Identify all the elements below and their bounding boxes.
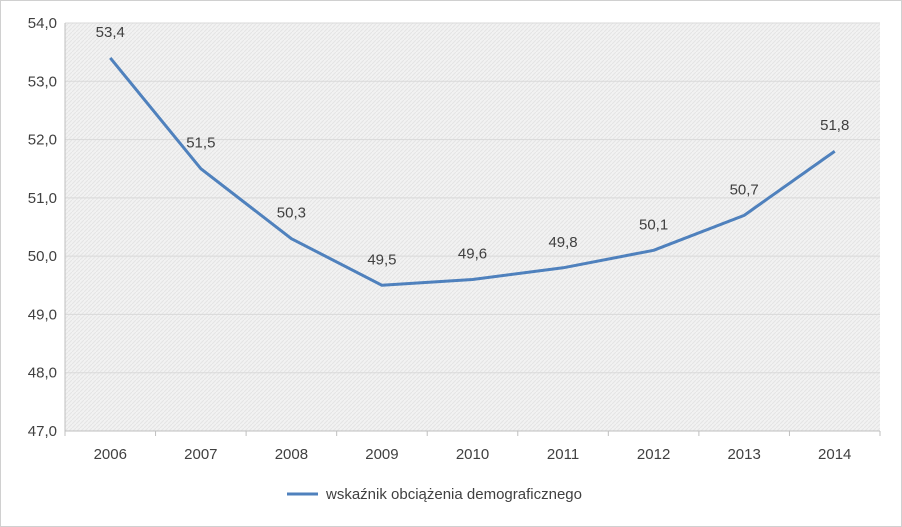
data-label: 51,5 <box>186 135 215 152</box>
x-tick-label: 2012 <box>637 446 670 463</box>
y-tick-label: 54,0 <box>28 15 57 32</box>
data-label: 49,8 <box>548 234 577 251</box>
x-tick-label: 2010 <box>456 446 489 463</box>
series-line <box>109 57 836 287</box>
x-tick-label: 2009 <box>365 446 398 463</box>
y-tick-label: 49,0 <box>28 306 57 323</box>
y-axis: 47,0 48,0 49,0 50,0 51,0 52,0 53,0 54,0 <box>28 15 880 440</box>
x-tick-label: 2007 <box>184 446 217 463</box>
data-label: 49,5 <box>367 251 396 268</box>
legend-label: wskaźnik obciążenia demograficznego <box>325 486 582 503</box>
y-tick-label: 50,0 <box>28 248 57 265</box>
y-tick-label: 53,0 <box>28 73 57 90</box>
data-label: 50,1 <box>639 216 668 233</box>
plot-area <box>65 23 880 431</box>
y-tick-label: 51,0 <box>28 190 57 207</box>
x-tick-label: 2013 <box>727 446 760 463</box>
data-label: 50,7 <box>730 181 759 198</box>
y-tick-label: 47,0 <box>28 423 57 440</box>
series-group: 53,4 51,5 50,3 49,5 49,6 49,8 50,1 50,7 51,8 <box>96 24 849 287</box>
legend: wskaźnik obciążenia demograficznego <box>287 486 582 503</box>
y-tick-label: 48,0 <box>28 365 57 382</box>
data-label: 53,4 <box>96 24 125 41</box>
x-tick-label: 2011 <box>547 446 579 463</box>
x-tick-label: 2014 <box>818 446 851 463</box>
y-tick-label: 52,0 <box>28 132 57 149</box>
data-label: 50,3 <box>277 205 306 222</box>
data-label: 49,6 <box>458 245 487 262</box>
data-label: 51,8 <box>820 117 849 134</box>
x-tick-label: 2006 <box>94 446 127 463</box>
x-axis: 2006 2007 2008 2009 2010 2011 2012 2013 2014 <box>64 431 881 463</box>
x-tick-label: 2008 <box>275 446 308 463</box>
